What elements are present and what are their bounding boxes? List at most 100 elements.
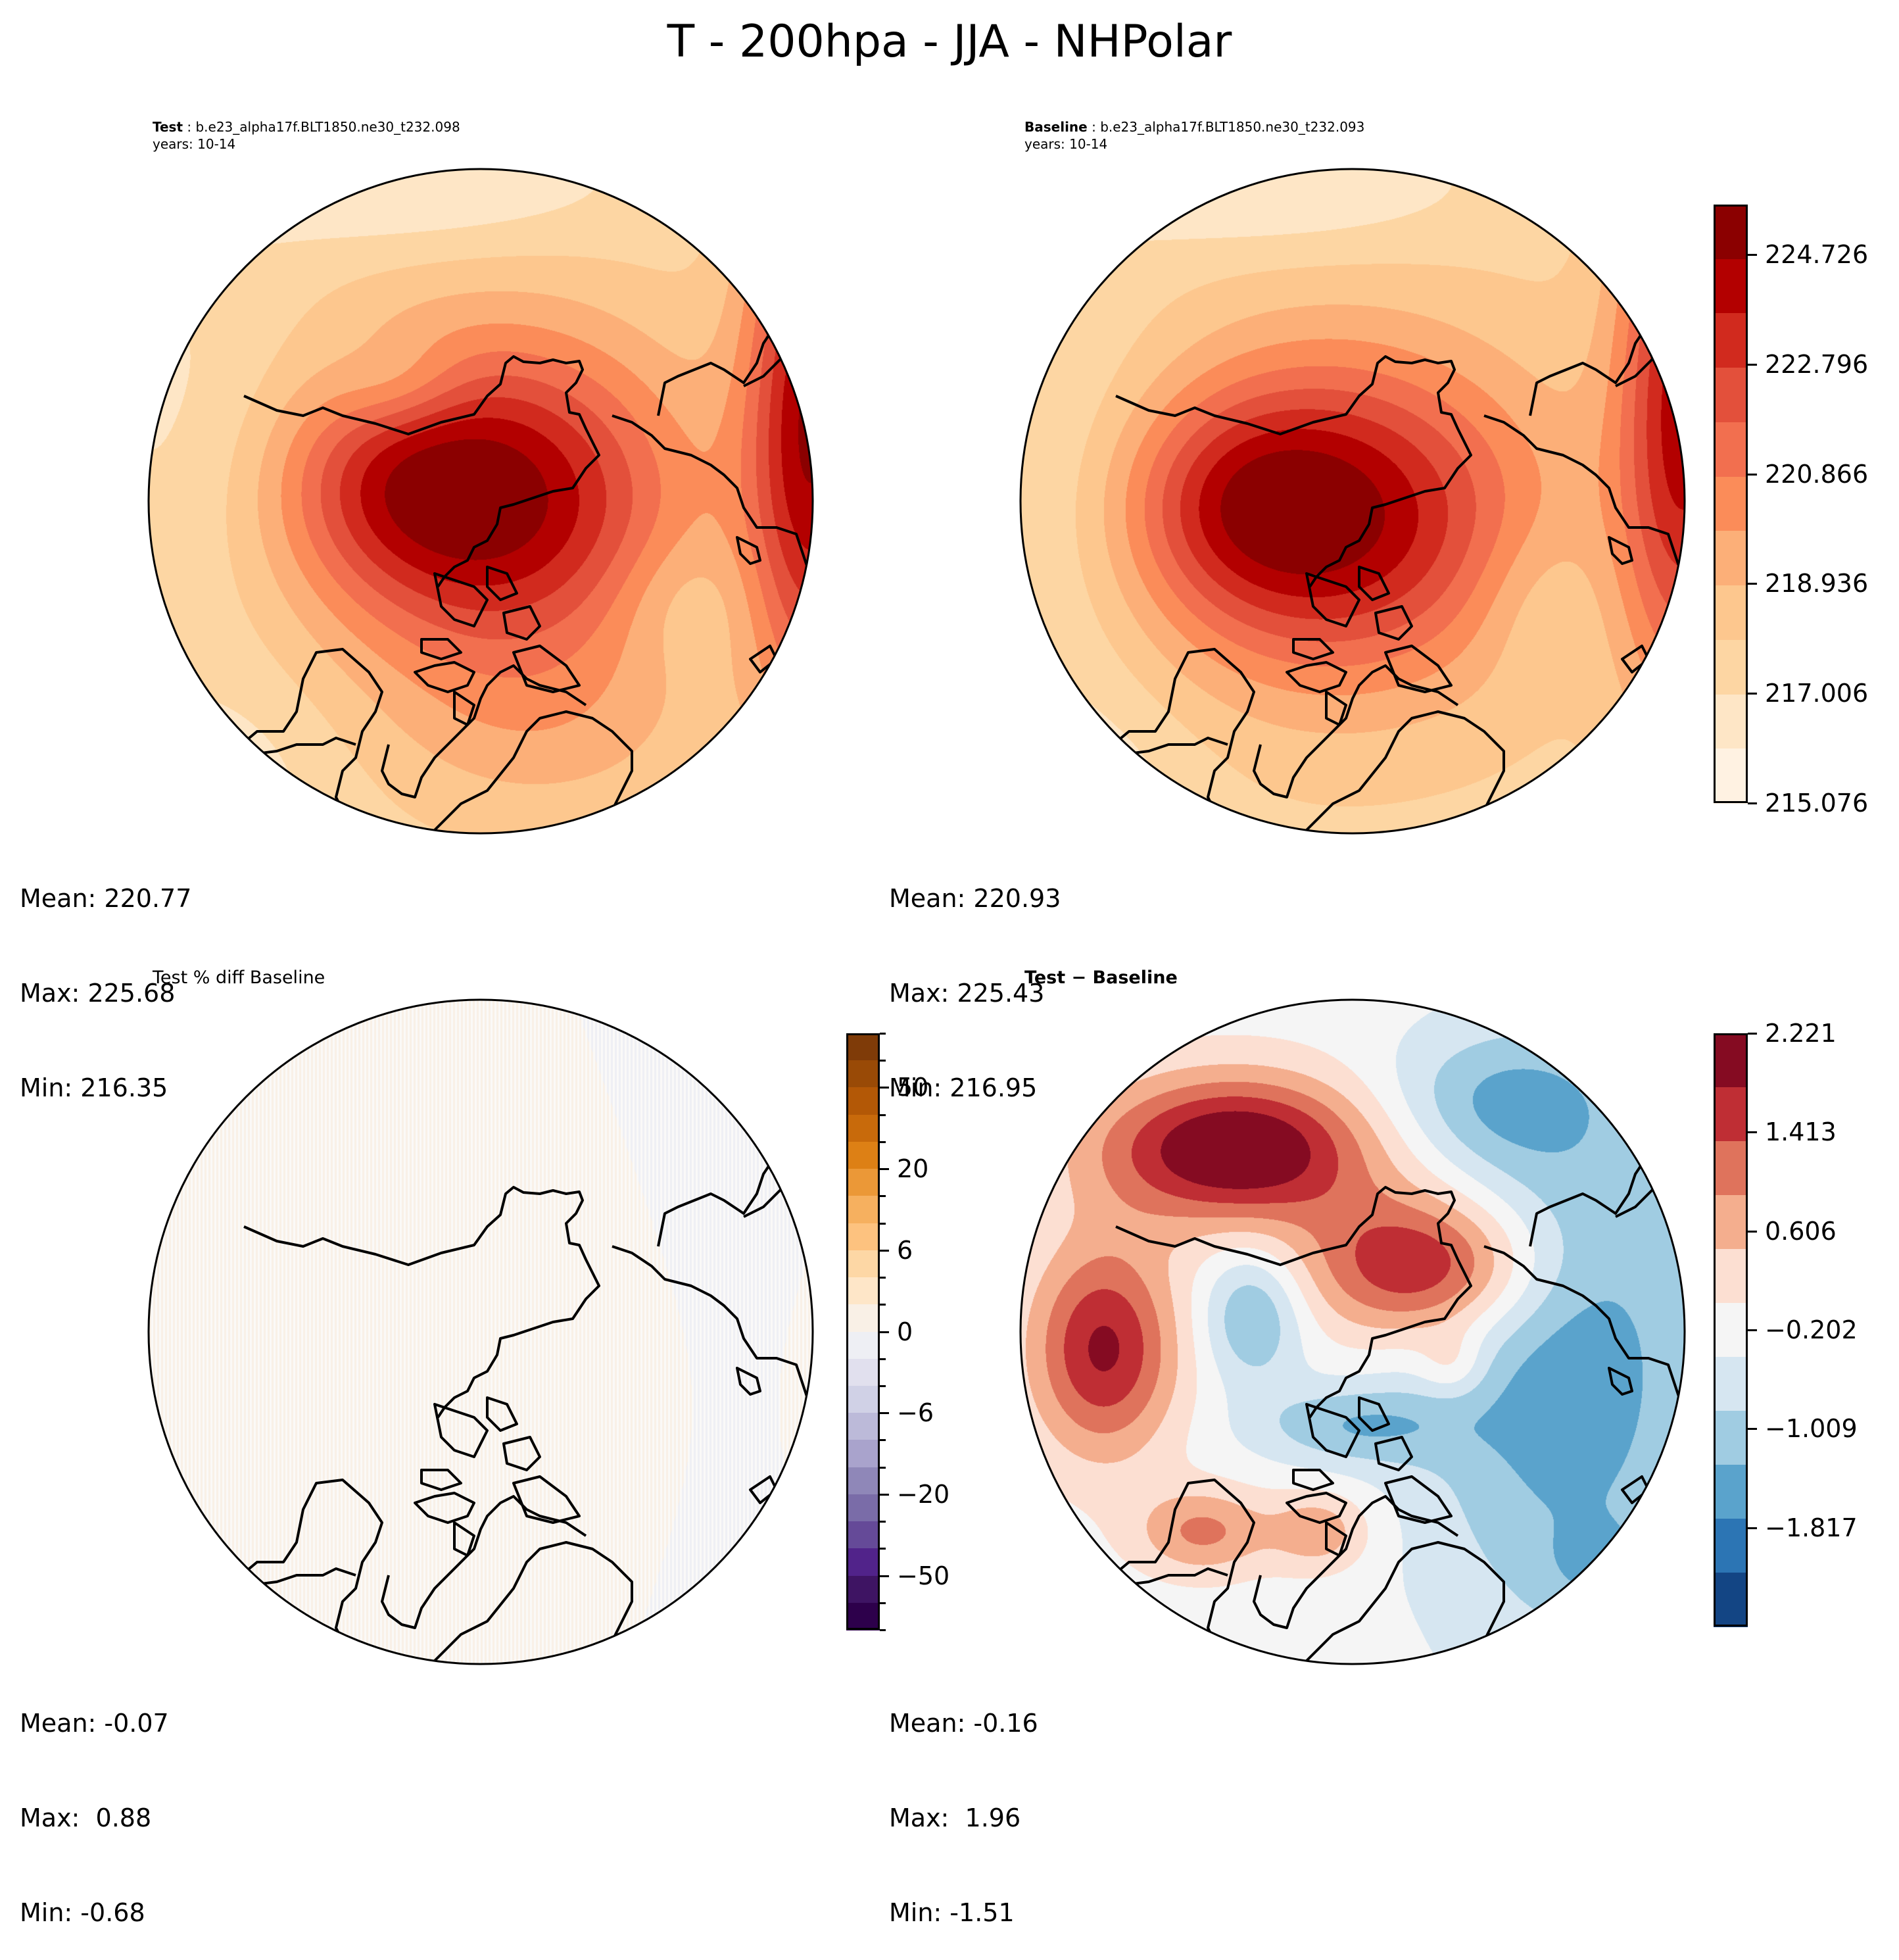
pctdiff-colorbar-band bbox=[846, 1548, 880, 1577]
coastline bbox=[1108, 1479, 1255, 1664]
baseline-max: Max: 225.43 bbox=[889, 979, 1045, 1008]
test-stats: Mean: 220.77 Max: 225.68 Min: 216.35 bbox=[20, 820, 191, 1135]
coastline bbox=[1358, 566, 1390, 601]
coastline bbox=[921, 314, 994, 403]
pctdiff-title: Test % diff Baseline bbox=[153, 968, 325, 988]
coastline bbox=[1595, 1567, 1604, 1580]
coastline bbox=[502, 605, 541, 641]
coastline bbox=[782, 1561, 813, 1626]
coastline bbox=[1384, 645, 1453, 693]
coastline bbox=[243, 355, 600, 588]
baseline-case-name: : b.e23_alpha17f.BLT1850.ne30_t232.093 bbox=[1087, 119, 1365, 135]
coastline bbox=[1253, 1495, 1459, 1629]
test-case-name: : b.e23_alpha17f.BLT1850.ne30_t232.098 bbox=[183, 119, 460, 135]
coastline bbox=[433, 572, 489, 627]
pctdiff-colorbar-minor-tick bbox=[880, 1277, 886, 1279]
pctdiff-stats: Mean: -0.07 Max: 0.88 Min: -0.68 bbox=[20, 1644, 169, 1960]
coastline bbox=[1608, 536, 1633, 565]
pctdiff-colorbar-tick-label: −20 bbox=[897, 1479, 950, 1509]
coastline bbox=[612, 414, 813, 752]
test-map-overlay bbox=[147, 168, 814, 835]
coastline bbox=[1529, 1117, 1685, 1247]
diff-colorbar-tick-label: 1.413 bbox=[1765, 1117, 1837, 1147]
temperature-colorbar-tick bbox=[1748, 363, 1757, 366]
pctdiff-colorbar-band bbox=[846, 1385, 880, 1414]
coastline bbox=[677, 1594, 706, 1629]
pctdiff-colorbar-band bbox=[846, 1277, 880, 1306]
pctdiff-colorbar-band bbox=[846, 1087, 880, 1115]
coastline bbox=[615, 1838, 671, 1934]
baseline-mean: Mean: 220.93 bbox=[889, 884, 1061, 913]
coastline bbox=[1549, 1594, 1577, 1629]
coastline bbox=[1773, 1093, 1780, 1113]
test-map-field bbox=[145, 166, 816, 837]
diff-max: Max: 1.96 bbox=[889, 1803, 1021, 1832]
pctdiff-colorbar-band bbox=[846, 1358, 880, 1386]
temperature-colorbar-tick bbox=[1748, 583, 1757, 585]
coastline bbox=[1608, 1367, 1633, 1396]
diff-map bbox=[1017, 996, 1688, 1667]
diff-colorbar-band bbox=[1714, 1033, 1748, 1088]
pctdiff-colorbar-tick bbox=[880, 1575, 889, 1577]
pctdiff-colorbar-tick-label: −6 bbox=[897, 1398, 934, 1428]
coastline bbox=[1292, 638, 1334, 660]
coastline bbox=[586, 1884, 612, 1924]
pctdiff-colorbar-tick-label: 0 bbox=[897, 1317, 913, 1346]
temperature-colorbar-tick-label: 220.866 bbox=[1765, 459, 1869, 489]
coastline bbox=[1892, 1792, 1899, 1825]
baseline-map bbox=[1017, 166, 1688, 837]
temperature-colorbar-band bbox=[1714, 748, 1748, 804]
coastline bbox=[657, 286, 813, 416]
pctdiff-colorbar-minor-tick bbox=[880, 1384, 886, 1387]
coastline bbox=[657, 1117, 813, 1247]
pctdiff-map-overlay bbox=[147, 998, 814, 1665]
coastline bbox=[486, 566, 518, 601]
diff-colorbar-tick bbox=[1748, 1230, 1757, 1233]
pctdiff-colorbar-band bbox=[846, 1521, 880, 1550]
coastline bbox=[550, 906, 592, 942]
coastline bbox=[1549, 763, 1577, 798]
pctdiff-colorbar-band bbox=[846, 1196, 880, 1224]
pctdiff-colorbar-minor-tick bbox=[880, 1222, 886, 1225]
baseline-years: years: 10-14 bbox=[1024, 136, 1108, 152]
pctdiff-colorbar-band bbox=[846, 1114, 880, 1142]
coastline bbox=[1497, 1881, 1609, 1960]
coastline bbox=[1115, 355, 1472, 588]
baseline-map-field bbox=[1017, 166, 1688, 837]
temperature-colorbar-tick bbox=[1748, 802, 1757, 804]
temperature-colorbar-band bbox=[1714, 694, 1748, 750]
pctdiff-colorbar-minor-tick bbox=[880, 1304, 886, 1306]
pctdiff-colorbar-tick-label: 50 bbox=[897, 1073, 929, 1102]
temperature-colorbar-tick-label: 218.936 bbox=[1765, 569, 1869, 599]
test-mean: Mean: 220.77 bbox=[20, 884, 192, 913]
coastline bbox=[1556, 1667, 1701, 1881]
temperature-colorbar-tick bbox=[1748, 253, 1757, 256]
coastline bbox=[1358, 1396, 1390, 1432]
diff-colorbar-band bbox=[1714, 1519, 1748, 1573]
baseline-label: Baseline bbox=[1024, 119, 1088, 135]
coastline bbox=[1374, 1436, 1413, 1471]
pctdiff-colorbar-tick bbox=[880, 1331, 889, 1333]
coastline bbox=[1422, 906, 1464, 942]
diff-colorbar-tick-label: 2.221 bbox=[1765, 1019, 1837, 1048]
coastline bbox=[1773, 1924, 1780, 1944]
temperature-colorbar-frame bbox=[1714, 205, 1748, 803]
coastline bbox=[1487, 1838, 1543, 1934]
pctdiff-colorbar-minor-tick bbox=[880, 1629, 886, 1631]
diff-colorbar-band bbox=[1714, 1303, 1748, 1358]
coastline bbox=[723, 1567, 732, 1580]
coastline bbox=[236, 648, 383, 833]
pctdiff-colorbar-tick-label: 20 bbox=[897, 1154, 929, 1184]
coastline bbox=[414, 1492, 475, 1524]
temperature-colorbar-band bbox=[1714, 585, 1748, 641]
test-max: Max: 225.68 bbox=[20, 979, 176, 1008]
coastline bbox=[1654, 1561, 1685, 1626]
diff-colorbar-tick bbox=[1748, 1329, 1757, 1331]
temperature-colorbar-tick-label: 222.796 bbox=[1765, 349, 1869, 379]
coastline bbox=[433, 1403, 489, 1458]
coastline bbox=[486, 1396, 518, 1432]
diff-colorbar-band bbox=[1714, 1411, 1748, 1465]
pctdiff-colorbar-minor-tick bbox=[880, 1033, 886, 1035]
diff-colorbar-band bbox=[1714, 1195, 1748, 1250]
baseline-map-boundary bbox=[1019, 168, 1686, 835]
